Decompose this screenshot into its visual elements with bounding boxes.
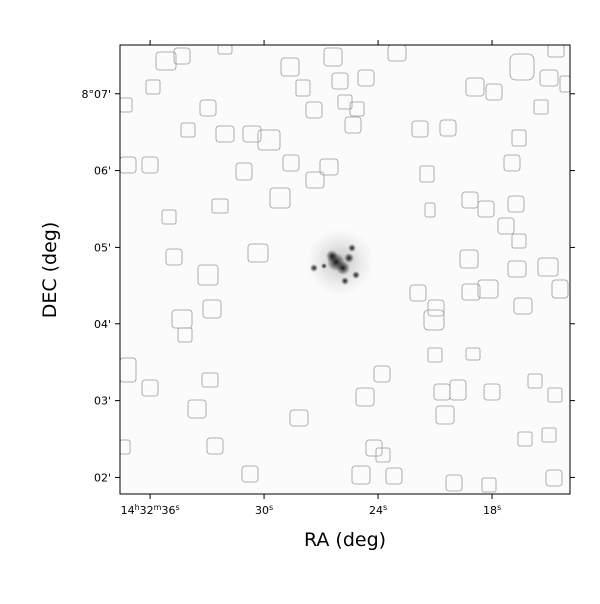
x-tick-label: 24s	[369, 503, 387, 517]
y-tick-label: 04'	[94, 318, 111, 331]
y-axis-label: DEC (deg)	[39, 222, 61, 319]
contours	[119, 44, 571, 493]
x-axis-label: RA (deg)	[304, 529, 386, 551]
x-tick-label: 14h32m36s	[121, 503, 180, 517]
x-tick-label: 30s	[255, 503, 273, 517]
frame	[119, 44, 571, 495]
y-tick-label: 06'	[94, 165, 111, 178]
source	[306, 228, 374, 296]
y-tick-label: 05'	[94, 241, 111, 254]
y-tick-label: 8°07'	[81, 88, 111, 101]
y-tick-label: 03'	[94, 395, 111, 408]
y-tick-label: 02'	[94, 471, 111, 484]
x-tick-label: 18s	[483, 503, 501, 517]
